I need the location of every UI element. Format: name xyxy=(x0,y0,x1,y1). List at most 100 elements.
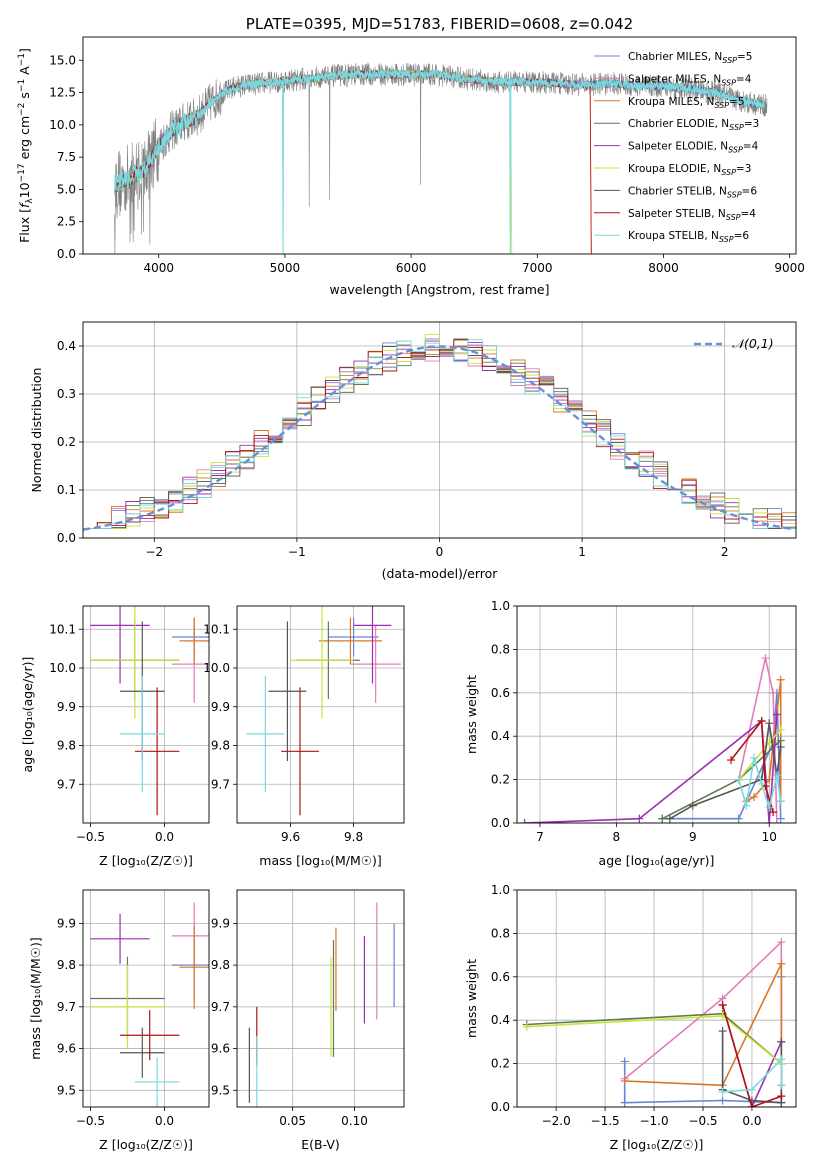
age_vs_Z-points xyxy=(90,606,209,816)
mass_vs_Z-frame xyxy=(82,889,210,1108)
spectrum-data-line xyxy=(114,62,768,254)
weight_vs_age-ylabel: mass weight xyxy=(464,675,479,754)
age_vs_Z-ytick-label: 10.0 xyxy=(49,661,76,675)
weight_vs_age-axes: 7 8 9 10 0.0 0.2 0.4 0.6 0.8 1.0 xyxy=(491,599,796,844)
spectrum-frame xyxy=(82,36,797,255)
weight_vs_age-marker-5 xyxy=(776,725,785,734)
mass_vs_Z-xlabel: Z [log₁₀(Z/Z☉)] xyxy=(99,1137,193,1152)
weight_vs_Z-series xyxy=(522,938,786,1107)
weight_vs_Z-marker-8 xyxy=(718,1087,727,1096)
residuals-ytick-label: 0.0 xyxy=(57,531,76,545)
weight_vs_Z-xtick-label: −2.0 xyxy=(542,1114,571,1128)
legend-entry-sub: SSP xyxy=(721,78,736,87)
weight_vs_age-marker-3 xyxy=(658,814,667,823)
spectrum-model-line-7 xyxy=(114,69,592,254)
residuals-steps xyxy=(83,333,796,531)
spectrum-ylabel-part: −2 xyxy=(17,103,27,116)
weight_vs_Z-frame xyxy=(516,889,797,1108)
legend-entry-suffix: =6 xyxy=(734,230,750,242)
spectrum-title: PLATE=0395, MJD=51783, FIBERID=0608, z=0… xyxy=(246,15,633,33)
weight_vs_Z-marker-2 xyxy=(777,959,786,968)
age_vs_Z-frame xyxy=(82,605,210,824)
mass_vs_Z-axes: −0.5 0.0 9.5 9.6 9.7 9.8 9.9 xyxy=(57,890,209,1128)
age_vs_mass-xtick-label: 9.8 xyxy=(344,830,363,844)
spectrum-ylabel: Flux [fλ10−17 erg cm−2 s−1 A−1] xyxy=(17,48,35,243)
weight_vs_Z-marker-8 xyxy=(777,1081,786,1090)
legend-entry-1: Salpeter MILES, NSSP=4 xyxy=(628,73,752,87)
weight_vs_age-ytick-label: 0.6 xyxy=(491,686,510,700)
mass_vs_Z-points xyxy=(90,902,209,1107)
legend-entry-suffix: =4 xyxy=(743,141,759,153)
spectrum-model-line-5 xyxy=(114,69,513,254)
weight_vs_age-frame xyxy=(516,605,797,824)
legend-entry-5: Kroupa ELODIE, NSSP=3 xyxy=(628,163,751,177)
legend-entry-label: Salpeter STELIB, N xyxy=(628,208,726,220)
legend-entry-label: Chabrier MILES, N xyxy=(628,51,722,63)
weight_vs_Z-ytick-label: 0.4 xyxy=(491,1013,510,1027)
weight_vs_age-marker-8 xyxy=(749,753,758,762)
weight_vs_age-marker-2 xyxy=(776,675,785,684)
mass_vs_Z-ytick-label: 9.8 xyxy=(57,958,76,972)
spectrum-model-line-2 xyxy=(114,69,592,254)
spectrum-xtick-label: 4000 xyxy=(143,261,174,275)
age_vs_Z-xtick-label: 0.0 xyxy=(155,830,174,844)
spectrum-ylabel-part: A xyxy=(17,66,32,79)
mass_vs_Z-ytick-label: 9.5 xyxy=(57,1083,76,1097)
spectrum-ylabel-part: λ xyxy=(25,198,35,204)
weight_vs_Z-marker-8 xyxy=(747,1085,756,1094)
legend-entry-sub: SSP xyxy=(728,146,743,155)
spectrum-xtick-label: 5000 xyxy=(270,261,301,275)
mass_vs_ebv-ytick-label: 9.9 xyxy=(211,916,230,930)
age_vs_Z-ytick-label: 10.1 xyxy=(49,622,76,636)
spectrum-ytick-label: 7.5 xyxy=(57,150,76,164)
age_vs_Z-ytick-label: 9.7 xyxy=(57,777,76,791)
age_vs_Z-xtick-label: −0.5 xyxy=(76,830,105,844)
weight_vs_age-marker-4 xyxy=(520,819,529,823)
spectrum-ytick-label: 12.5 xyxy=(49,86,76,100)
age_vs_Z-axes: −0.5 0.0 9.7 9.8 9.9 10.0 10.1 xyxy=(49,606,209,844)
weight_vs_age-marker-0 xyxy=(734,814,743,823)
legend-entry-label: Salpeter MILES, N xyxy=(628,73,721,85)
weight_vs_Z-ytick-label: 0.2 xyxy=(491,1057,510,1071)
weight_vs_age-line-7 xyxy=(730,718,774,813)
weight_vs_Z-ytick-label: 0.0 xyxy=(491,1100,510,1114)
mass_vs_Z-ytick-label: 9.7 xyxy=(57,1000,76,1014)
weight_vs_age-ytick-label: 0.8 xyxy=(491,642,510,656)
mass_vs_Z-xtick-label: −0.5 xyxy=(76,1114,105,1128)
legend-entry-label: Salpeter ELODIE, N xyxy=(628,141,728,153)
legend-entry-label: Kroupa MILES, N xyxy=(628,96,714,108)
legend-entry-suffix: =5 xyxy=(729,96,744,108)
residuals-ylabel: Normed distribution xyxy=(29,368,44,493)
spectrum-ylabel-part: Flux [ xyxy=(17,208,32,243)
weight_vs_age-marker-4 xyxy=(765,819,774,823)
weight_vs_age-ytick-label: 1.0 xyxy=(491,599,510,613)
spectrum-xtick-label: 8000 xyxy=(648,261,679,275)
mass_vs_ebv-ytick-label: 9.5 xyxy=(211,1083,230,1097)
legend-entry-suffix: =5 xyxy=(737,51,752,63)
weight_vs_age-marker-1 xyxy=(772,819,781,823)
weight_vs_age-marker-6 xyxy=(688,801,697,810)
legend-entry-sub: SSP xyxy=(719,235,734,244)
weight_vs_Z-marker-0 xyxy=(620,1098,629,1107)
weight_vs_age-marker-1 xyxy=(769,688,778,697)
legend-entry-sub: SSP xyxy=(729,123,744,132)
mass_vs_ebv-ytick-label: 9.7 xyxy=(211,1000,230,1014)
age_vs_Z-ytick-label: 9.8 xyxy=(57,739,76,753)
weight_vs_age-xtick-label: 9 xyxy=(689,830,697,844)
age_vs_mass-ytick-label: 10.0 xyxy=(203,661,230,675)
gaussian-legend-label: 𝒩(0,1) xyxy=(732,336,774,351)
weight_vs_age-marker-8 xyxy=(742,801,751,810)
weight_vs_age-marker-6 xyxy=(776,743,785,752)
weight_vs_Z-xtick-label: −0.5 xyxy=(688,1114,717,1128)
legend-entry-7: Salpeter STELIB, NSSP=4 xyxy=(628,208,756,222)
weight_vs_Z-xtick-label: −1.0 xyxy=(639,1114,668,1128)
spectrum-ytick-label: 15.0 xyxy=(49,53,76,67)
legend-entry-suffix: =4 xyxy=(740,208,756,220)
legend-entry-suffix: =4 xyxy=(736,73,752,85)
spectrum-ylabel-part: ] xyxy=(17,48,32,53)
spectrum-ytick-label: 0.0 xyxy=(57,247,76,261)
age_vs_mass-ytick-label: 10.1 xyxy=(203,622,230,636)
weight_vs_age-xtick-label: 8 xyxy=(613,830,621,844)
